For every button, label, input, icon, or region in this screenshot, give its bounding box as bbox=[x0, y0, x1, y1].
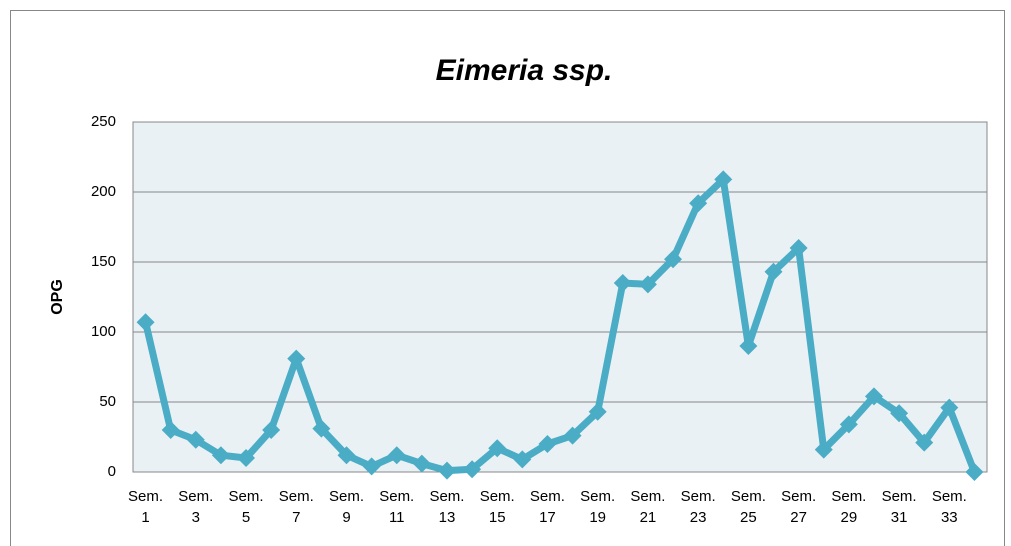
marker bbox=[638, 275, 657, 294]
series-line bbox=[142, 175, 978, 475]
x-tick-label: Sem. 13 bbox=[429, 488, 464, 526]
marker bbox=[211, 446, 230, 465]
marker bbox=[563, 426, 582, 445]
marker bbox=[488, 439, 507, 458]
x-tick-label: Sem. 5 bbox=[229, 488, 264, 526]
plot-area bbox=[132, 121, 988, 473]
y-tick-label: 150 bbox=[91, 253, 116, 270]
marker bbox=[136, 313, 155, 332]
marker bbox=[839, 415, 858, 434]
marker bbox=[161, 421, 180, 439]
marker bbox=[965, 463, 984, 481]
marker bbox=[864, 387, 883, 406]
x-tick-label: Sem. 15 bbox=[480, 488, 515, 526]
x-tick-label: Sem. 11 bbox=[379, 488, 414, 526]
x-tick-label: Sem. 17 bbox=[530, 488, 565, 526]
marker bbox=[664, 250, 683, 269]
x-tick-label: Sem. 21 bbox=[630, 488, 665, 526]
x-tick-label: Sem. 23 bbox=[681, 488, 716, 526]
x-tick-label: Sem. 33 bbox=[932, 488, 967, 526]
marker bbox=[538, 435, 557, 453]
marker bbox=[387, 446, 406, 465]
y-tick-label: 200 bbox=[91, 183, 116, 200]
marker bbox=[764, 262, 783, 281]
marker bbox=[739, 337, 758, 355]
x-tick-label: Sem. 3 bbox=[178, 488, 213, 526]
marker bbox=[437, 461, 456, 480]
x-tick-label: Sem. 7 bbox=[279, 488, 314, 526]
x-tick-label: Sem. 25 bbox=[731, 488, 766, 526]
x-tick-label: Sem. 31 bbox=[882, 488, 917, 526]
marker bbox=[186, 430, 205, 449]
y-axis-label: OPG bbox=[49, 279, 66, 315]
marker bbox=[613, 274, 632, 292]
y-tick-label: 0 bbox=[108, 463, 116, 480]
marker bbox=[915, 433, 934, 452]
marker bbox=[237, 449, 256, 467]
x-tick-label: Sem. 29 bbox=[831, 488, 866, 526]
marker bbox=[513, 450, 532, 469]
marker bbox=[689, 194, 708, 213]
marker bbox=[940, 398, 959, 417]
marker bbox=[789, 239, 808, 257]
marker bbox=[814, 440, 833, 459]
marker bbox=[262, 421, 281, 439]
marker bbox=[412, 454, 431, 473]
marker bbox=[337, 446, 356, 465]
x-tick-label: Sem. 9 bbox=[329, 488, 364, 526]
marker bbox=[312, 419, 331, 438]
marker bbox=[714, 170, 733, 189]
y-tick-label: 100 bbox=[91, 323, 116, 340]
marker bbox=[890, 404, 909, 423]
y-tick-label: 50 bbox=[99, 393, 116, 410]
marker bbox=[287, 349, 306, 368]
y-tick-label: 250 bbox=[91, 113, 116, 130]
marker bbox=[463, 460, 482, 479]
chart-title: Eimeria ssp. bbox=[436, 54, 613, 87]
marker bbox=[362, 457, 381, 476]
x-tick-label: Sem. 27 bbox=[781, 488, 816, 526]
marker bbox=[588, 402, 607, 421]
x-tick-label: Sem. 19 bbox=[580, 488, 615, 526]
x-tick-label: Sem. 1 bbox=[128, 488, 163, 526]
